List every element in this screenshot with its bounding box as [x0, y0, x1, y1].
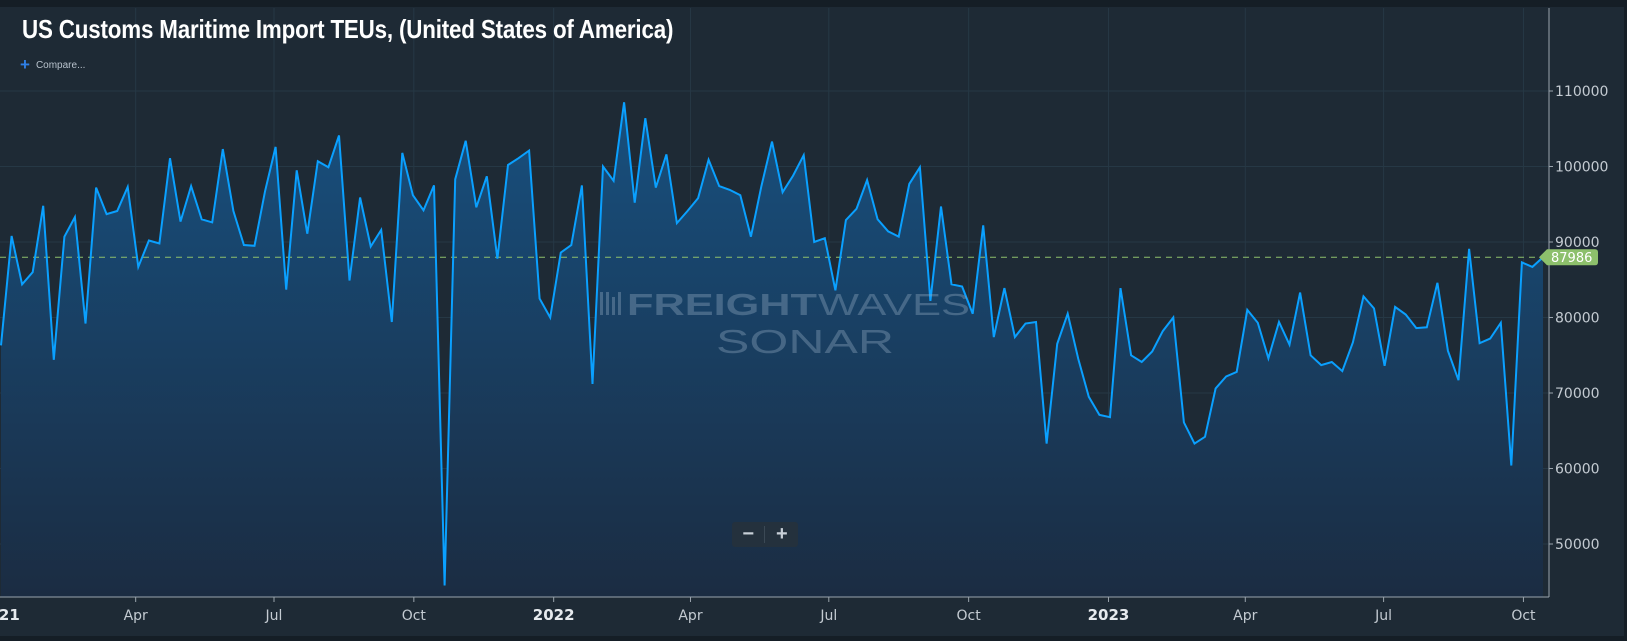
divider: [764, 526, 766, 543]
x-tick-label: Apr: [678, 608, 702, 624]
x-tick-label: Apr: [124, 608, 148, 624]
x-axis: 2021 Apr Jul Oct 2022 Apr Jul Oct 2023 Apr Jul Oct: [0, 597, 1536, 624]
watermark-waves: WAVES: [818, 287, 970, 322]
series-points: [0, 102, 1544, 586]
compare-label: Compare...: [35, 59, 86, 71]
zoom-out-button[interactable]: −: [742, 523, 754, 545]
x-tick-label: Oct: [1511, 608, 1536, 624]
plus-icon: +: [20, 55, 30, 74]
x-tick-label: Jul: [1374, 608, 1392, 624]
y-tick-label: 90000: [1555, 235, 1600, 251]
chart-title: US Customs Maritime Import TEUs, (United…: [22, 14, 674, 44]
current-value-label: 87986: [1551, 251, 1592, 266]
x-tick-label: 2021: [0, 606, 20, 624]
x-tick-label: Oct: [402, 608, 427, 624]
zoom-in-button[interactable]: +: [775, 523, 788, 545]
y-tick-label: 70000: [1555, 386, 1600, 402]
x-tick-label: 2023: [1088, 606, 1130, 624]
watermark-logo: FREIGHT WAVES SONAR: [600, 287, 970, 360]
series-area-fill: [1, 102, 1543, 597]
compare-button[interactable]: + Compare...: [20, 55, 86, 74]
y-tick-label: 50000: [1555, 537, 1600, 553]
x-tick-label: Oct: [957, 608, 982, 624]
x-tick-label: Jul: [819, 608, 837, 624]
x-tick-label: 2022: [533, 606, 575, 624]
y-tick-label: 110000: [1555, 84, 1608, 100]
y-tick-label: 60000: [1555, 462, 1600, 478]
y-axis: 50000 60000 70000 80000 90000 100000 110000: [1549, 84, 1608, 553]
current-value-badge: 87986: [1539, 249, 1598, 266]
y-tick-label: 100000: [1555, 160, 1608, 176]
x-tick-label: Apr: [1233, 608, 1257, 624]
zoom-controls: − +: [732, 522, 798, 547]
y-tick-label: 80000: [1555, 311, 1600, 327]
watermark-sonar: SONAR: [716, 323, 894, 360]
x-tick-label: Jul: [265, 608, 283, 624]
watermark-freight: FREIGHT: [627, 287, 817, 322]
